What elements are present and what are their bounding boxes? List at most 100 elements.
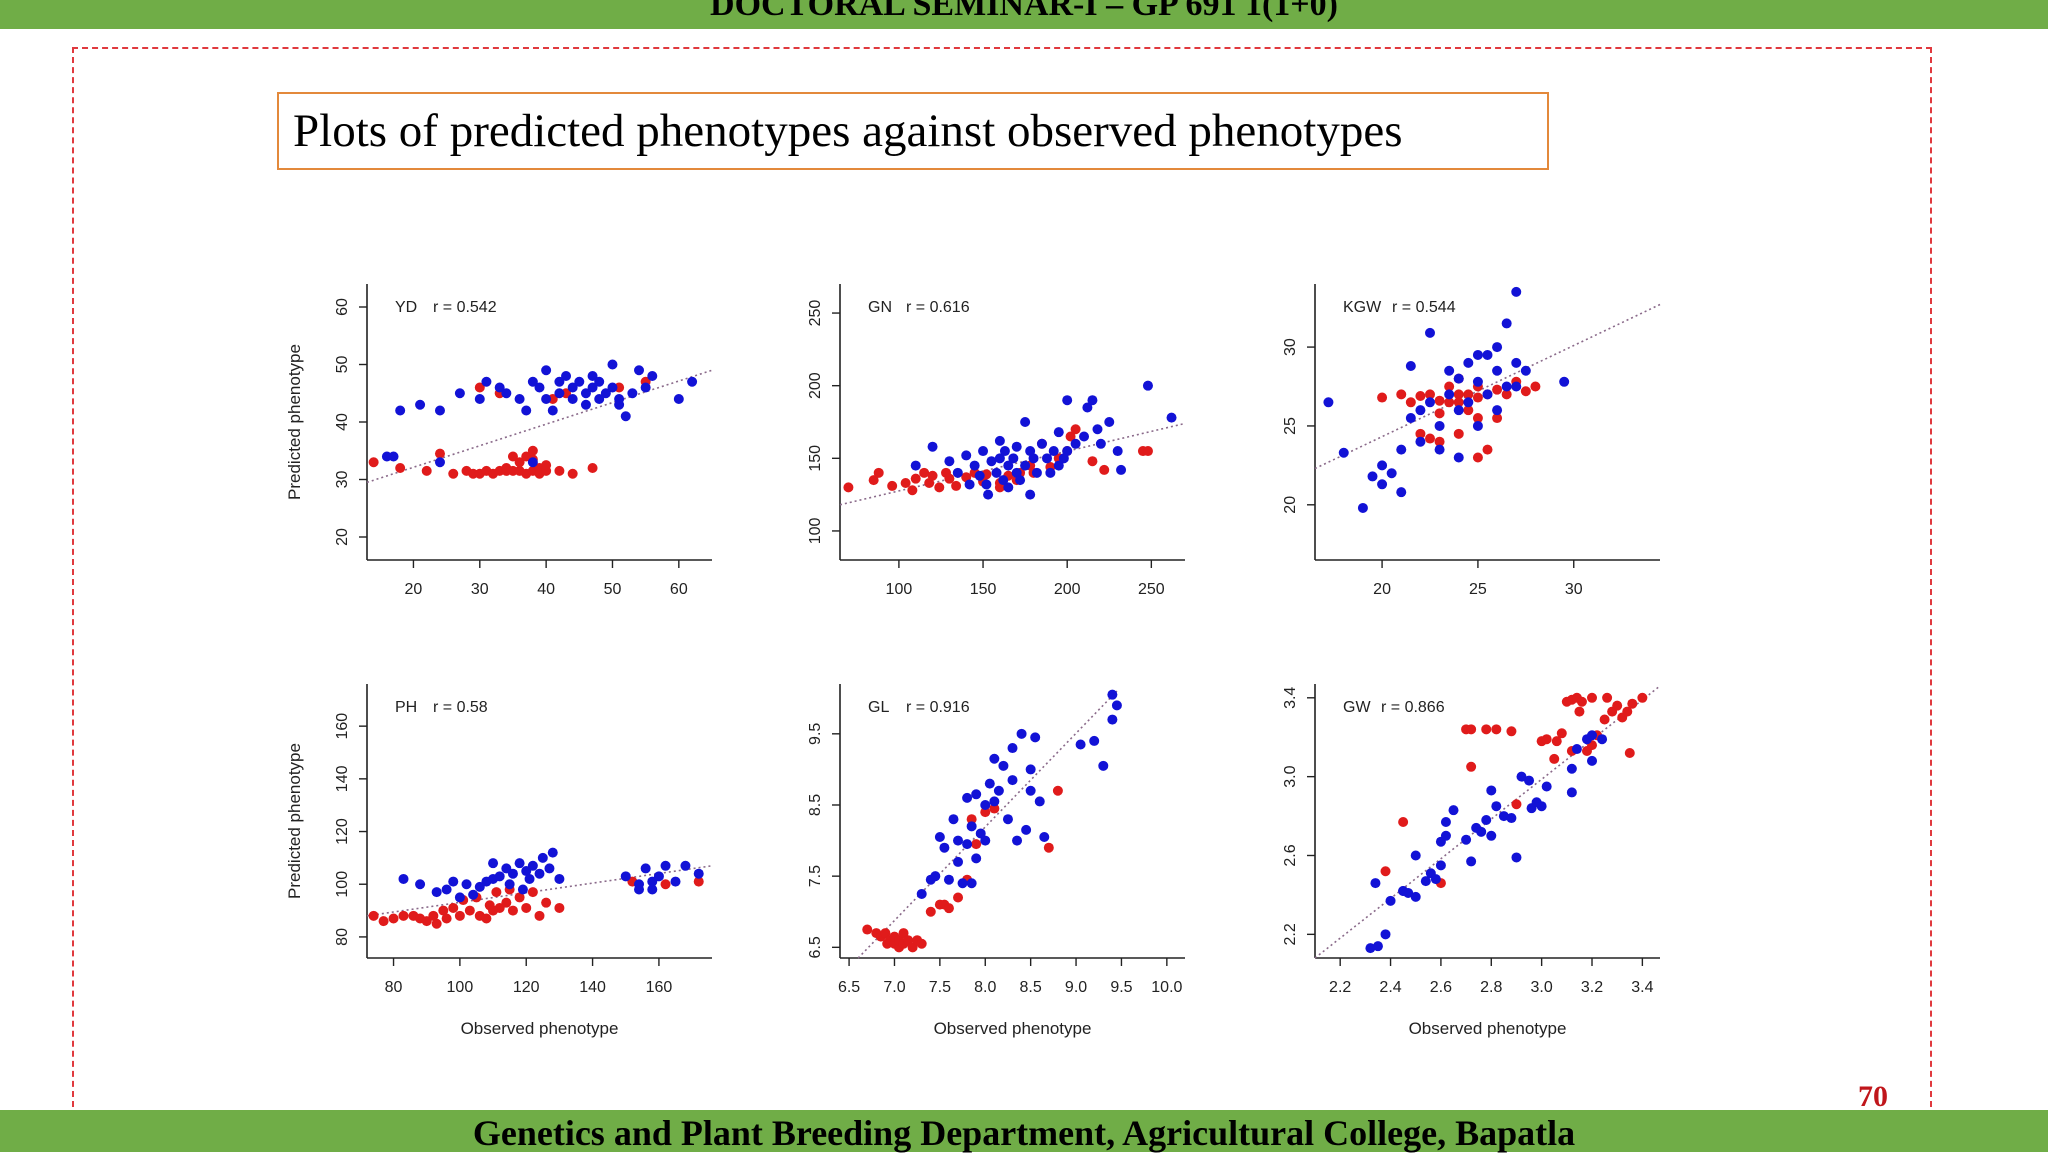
chart-kgw-point-blue — [1377, 479, 1388, 490]
chart-gl-point-blue — [948, 814, 959, 825]
chart-ph-point-blue — [620, 871, 631, 882]
chart-yd-point-blue — [454, 388, 465, 399]
chart-gn-point-blue — [983, 489, 994, 500]
chart-kgw-point-blue — [1520, 365, 1531, 376]
chart-yd-point-blue — [640, 382, 651, 393]
chart-gn-point-blue — [1003, 460, 1014, 471]
chart-ph-x-tick-label: 100 — [447, 979, 474, 996]
chart-ph-point-red — [464, 905, 475, 916]
chart-ph-point-blue — [537, 852, 548, 863]
chart-gn-point-blue — [1045, 467, 1056, 478]
chart-kgw-point-blue — [1472, 349, 1483, 360]
chart-yd-point-blue — [574, 376, 585, 387]
chart-ph-point-blue — [693, 868, 704, 879]
chart-ph-point-blue — [488, 858, 499, 869]
chart-yd-point-blue — [514, 394, 525, 404]
chart-gl-point-red — [980, 807, 991, 818]
chart-gn-point-blue — [910, 460, 921, 471]
chart-ph-point-red — [488, 905, 499, 916]
chart-gn-point-blue — [998, 475, 1009, 486]
chart-ph-point-blue — [448, 876, 459, 887]
chart-yd-y-axis-title: Predicted phenotype — [285, 344, 304, 500]
chart-kgw-y-tick-label: 20 — [1282, 496, 1299, 514]
chart-ph-y-tick-label: 140 — [334, 765, 351, 792]
chart-gw-point-blue — [1486, 830, 1497, 841]
chart-ph-x-tick-label: 80 — [385, 979, 403, 996]
chart-yd-x-tick-label: 40 — [537, 581, 555, 598]
chart-gw-point-red — [1466, 761, 1477, 772]
chart-kgw-point-red — [1501, 389, 1512, 400]
chart-gn-point-blue — [1042, 453, 1052, 464]
chart-kgw-point-blue — [1492, 342, 1503, 353]
chart-kgw-point-blue — [1396, 444, 1407, 455]
chart-gn-point-red — [900, 478, 911, 489]
chart-kgw-point-blue — [1425, 397, 1435, 408]
slide-frame — [72, 47, 1932, 1107]
chart-yd-point-blue — [620, 411, 631, 422]
chart-gn-trend-line — [839, 422, 1186, 506]
chart-ph-point-blue — [660, 860, 671, 871]
footer-text: Genetics and Plant Breeding Department, … — [472, 1113, 1576, 1153]
chart-gw-point-red — [1627, 698, 1638, 709]
chart-ph-point-blue — [415, 879, 426, 890]
chart-kgw-point-blue — [1472, 376, 1483, 387]
chart-gn-x-tick-label: 100 — [886, 581, 913, 598]
chart-yd-x-tick-label: 60 — [670, 581, 688, 598]
chart-kgw-r-label: r = 0.544 — [1392, 299, 1456, 316]
chart-ph-y-tick-label: 80 — [334, 928, 351, 946]
chart-gn-point-red — [873, 467, 884, 478]
chart-ph-point-blue — [504, 879, 515, 890]
chart-ph-point-red — [514, 892, 525, 903]
chart-gn-point-red — [1142, 446, 1153, 457]
chart-gn-point-blue — [1062, 446, 1073, 457]
chart-gw-x-tick-label: 2.8 — [1480, 979, 1502, 996]
header-bar: DOCTORAL SEMINAR-I – GP 691 1(1+0) — [0, 0, 2048, 29]
chart-yd-point-red — [527, 445, 538, 456]
slide-title: Plots of predicted phenotypes against ob… — [293, 105, 1403, 157]
chart-gl-point-red — [943, 903, 954, 914]
chart-kgw-point-blue — [1405, 413, 1416, 424]
chart-gn-point-blue — [986, 456, 997, 467]
chart-ph-point-red — [541, 897, 552, 908]
chart-kgw-y-tick-label: 30 — [1282, 338, 1299, 356]
chart-gl-point-blue — [934, 832, 945, 843]
chart-yd-point-red — [448, 468, 459, 479]
chart-ph-point-blue — [647, 876, 658, 887]
chart-gn-point-red — [1087, 456, 1098, 467]
chart-gw-trait-label: GW — [1343, 699, 1371, 716]
chart-ph-point-blue — [680, 860, 691, 871]
chart-gw-point-red — [1466, 724, 1477, 735]
chart-gl-point-blue — [1021, 824, 1032, 835]
chart-gw-point-blue — [1511, 852, 1522, 863]
chart-ph-point-red — [481, 913, 492, 924]
chart-gl-x-tick-label: 7.0 — [883, 979, 905, 996]
chart-gl-point-red — [903, 935, 914, 946]
chart-yd-point-blue — [607, 382, 618, 393]
chart-kgw-trait-label: KGW — [1343, 299, 1382, 316]
chart-kgw-point-blue — [1472, 420, 1483, 431]
chart-yd-point-blue — [481, 376, 492, 387]
chart-gw-point-blue — [1566, 787, 1577, 798]
chart-ph-point-red — [501, 897, 512, 908]
chart-yd-point-blue — [541, 394, 552, 404]
chart-gl-trait-label: GL — [868, 699, 889, 716]
chart-gl-y-tick-label: 6.5 — [807, 936, 824, 958]
chart-yd-point-blue — [580, 399, 591, 410]
chart-ph-point-blue — [634, 879, 645, 890]
chart-kgw-point-blue — [1323, 397, 1334, 408]
chart-gw-point-blue — [1365, 943, 1376, 954]
chart-yd-point-blue — [494, 382, 505, 393]
chart-yd-point-red — [514, 457, 525, 468]
chart-kgw-point-blue — [1511, 381, 1522, 392]
chart-gl-point-blue — [1107, 689, 1118, 700]
chart-ph-point-red — [507, 905, 518, 916]
chart-gw-point-red — [1551, 736, 1562, 747]
chart-ph-y-axis-title: Predicted phenotype — [285, 743, 304, 899]
chart-gw-point-blue — [1410, 850, 1421, 861]
chart-gl-point-blue — [1007, 743, 1018, 754]
chart-ph-point-red — [398, 910, 409, 921]
chart-yd-point-red — [474, 382, 485, 393]
chart-yd-point-red — [507, 451, 518, 462]
chart-gw-point-red — [1549, 753, 1560, 764]
chart-ph-x-axis-title: Observed phenotype — [461, 1019, 619, 1038]
